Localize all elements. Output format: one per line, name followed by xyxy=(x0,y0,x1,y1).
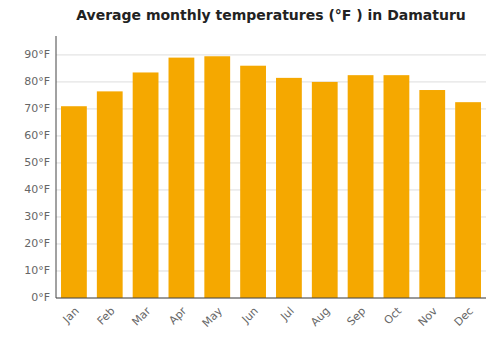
bar xyxy=(204,56,230,298)
x-axis-line xyxy=(56,298,486,299)
x-tick-label: Oct xyxy=(382,304,405,327)
bar xyxy=(348,75,374,298)
y-tick-label: 70°F xyxy=(24,102,50,115)
bar xyxy=(312,82,338,298)
bar xyxy=(133,72,159,298)
y-tick-label: 10°F xyxy=(24,264,50,277)
chart-svg: Average monthly temperatures (°F ) in Da… xyxy=(0,0,500,350)
y-tick-label: 60°F xyxy=(24,129,50,142)
grid-line xyxy=(56,54,486,55)
chart-title: Average monthly temperatures (°F ) in Da… xyxy=(76,7,466,23)
chart-container: Average monthly temperatures (°F ) in Da… xyxy=(0,0,500,350)
x-tick-label: Jul xyxy=(277,305,296,324)
bar xyxy=(384,75,410,298)
bars xyxy=(61,56,481,298)
bar xyxy=(61,106,87,298)
bar xyxy=(240,66,266,298)
y-tick-label: 0°F xyxy=(31,291,50,304)
x-tick-label: Jun xyxy=(239,305,261,327)
grid-line xyxy=(56,298,486,299)
grid-line xyxy=(56,81,486,82)
y-tick-label: 30°F xyxy=(24,210,50,223)
x-tick-label: Jan xyxy=(60,305,82,327)
x-tick-label: Aug xyxy=(308,305,332,329)
x-tick-label: Nov xyxy=(416,304,441,329)
bar xyxy=(169,58,195,298)
y-tick-label: 80°F xyxy=(24,75,50,88)
bar xyxy=(419,90,445,298)
y-tick-label: 90°F xyxy=(24,48,50,61)
x-tick-label: Dec xyxy=(452,305,476,329)
y-axis-line xyxy=(56,36,57,298)
y-tick-label: 20°F xyxy=(24,237,50,250)
x-tick-label: Mar xyxy=(129,304,153,328)
y-tick-label: 50°F xyxy=(24,156,50,169)
x-tick-label: Sep xyxy=(345,305,369,329)
x-tick-label: Apr xyxy=(167,304,190,327)
bar xyxy=(276,78,302,298)
x-tick-label: May xyxy=(200,304,226,330)
y-tick-label: 40°F xyxy=(24,183,50,196)
bar xyxy=(97,91,123,298)
x-tick-label: Feb xyxy=(95,305,118,328)
grid xyxy=(56,55,486,298)
bar xyxy=(455,102,481,298)
